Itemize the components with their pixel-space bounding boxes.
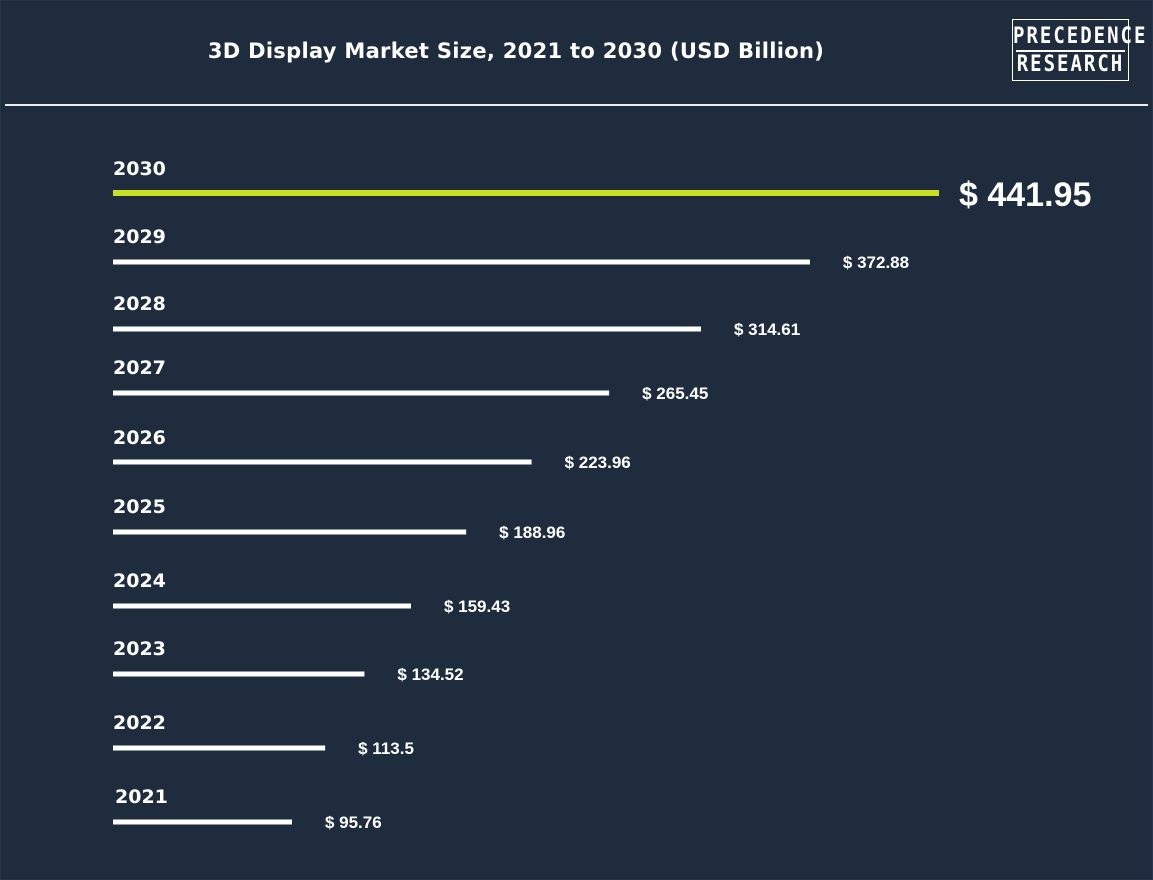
- bar-2029: [113, 259, 810, 265]
- value-label-2025: $ 188.96: [499, 523, 565, 542]
- year-label-2024: 2024: [113, 570, 166, 592]
- bar-2026: [113, 459, 532, 465]
- year-label-2025: 2025: [113, 496, 166, 518]
- chart-title: 3D Display Market Size, 2021 to 2030 (US…: [207, 39, 825, 63]
- bar-2025: [113, 529, 467, 535]
- logo-divider: [1016, 50, 1125, 52]
- bar-2027: [113, 390, 610, 396]
- year-label-2028: 2028: [113, 293, 166, 315]
- bar-2021: [113, 819, 292, 825]
- value-label-2024: $ 159.43: [444, 597, 510, 616]
- bar-2030: [113, 190, 939, 196]
- value-label-2029: $ 372.88: [843, 253, 909, 272]
- value-label-2028: $ 314.61: [734, 320, 800, 339]
- logo-line-1: PRECEDENCE: [1013, 23, 1148, 49]
- bar-2022: [113, 745, 326, 751]
- precedence-research-logo: PRECEDENCE RESEARCH: [1012, 19, 1148, 81]
- year-label-2026: 2026: [113, 427, 166, 449]
- year-label-2030: 2030: [113, 158, 166, 180]
- year-label-2023: 2023: [113, 638, 166, 660]
- value-label-2023: $ 134.52: [397, 665, 463, 684]
- value-label-2021: $ 95.76: [325, 813, 382, 832]
- year-label-2029: 2029: [113, 226, 166, 248]
- bar-2024: [113, 603, 411, 609]
- bar-2023: [113, 671, 365, 677]
- value-label-2022: $ 113.5: [358, 739, 414, 758]
- value-label-2030: $ 441.95: [959, 176, 1091, 214]
- header-divider: [5, 104, 1148, 106]
- bar-2028: [113, 326, 702, 332]
- value-label-2027: $ 265.45: [642, 384, 708, 403]
- year-label-2027: 2027: [113, 357, 166, 379]
- value-label-2026: $ 223.96: [565, 453, 631, 472]
- year-label-2022: 2022: [113, 712, 166, 734]
- logo-line-2: RESEARCH: [1016, 51, 1125, 77]
- year-label-2021: 2021: [115, 786, 168, 808]
